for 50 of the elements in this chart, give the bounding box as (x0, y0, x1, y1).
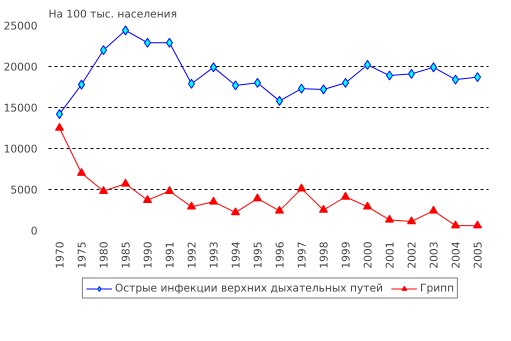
x-tick-label: 1997 (296, 241, 308, 269)
point (319, 204, 328, 213)
x-tick-label: 1998 (318, 241, 330, 269)
x-tick-label: 1985 (120, 241, 132, 269)
point (231, 207, 240, 216)
point (55, 122, 64, 131)
y-axis-title: На 100 тыс. населения (48, 8, 177, 20)
x-tick-label: 2001 (384, 241, 396, 269)
y-tick-label: 15000 (4, 102, 38, 114)
point (473, 220, 482, 228)
x-tick-label: 1991 (164, 241, 176, 269)
point (187, 202, 196, 210)
x-tick-label: 1970 (54, 241, 66, 269)
point (99, 186, 108, 194)
x-tick-label: 2004 (450, 241, 462, 269)
point (451, 220, 460, 228)
legend-label: Острые инфекции верхних дыхательных путей (114, 282, 383, 294)
point (253, 193, 262, 202)
x-tick-label: 2000 (362, 241, 374, 269)
x-tick-label: 1993 (208, 241, 220, 269)
y-tick-label: 10000 (4, 142, 38, 156)
point (165, 186, 174, 194)
x-tick-label: 1980 (98, 241, 110, 269)
x-tick-label: 1990 (142, 241, 154, 269)
x-tick-label: 1996 (274, 241, 286, 269)
point (77, 168, 86, 176)
x-tick-label: 1994 (230, 241, 242, 269)
point (122, 26, 129, 36)
point (385, 214, 394, 223)
x-tick-label: 1999 (340, 241, 352, 269)
x-tick-label: 2002 (406, 241, 418, 269)
point (143, 195, 152, 203)
point (341, 192, 350, 200)
y-tick-label: 25000 (4, 20, 38, 32)
x-tick-label: 1995 (252, 241, 264, 269)
point (429, 206, 438, 214)
x-tick-label: 1975 (76, 241, 88, 269)
point (407, 216, 416, 224)
point (297, 184, 306, 192)
y-tick-label: 0 (30, 224, 38, 238)
x-tick-label: 2003 (428, 241, 440, 269)
point (275, 206, 284, 214)
point (121, 178, 130, 187)
y-tick-label: 20000 (4, 60, 38, 74)
legend-label: Грипп (420, 282, 454, 294)
point (363, 202, 372, 210)
point (209, 196, 218, 205)
x-tick-label: 1992 (186, 241, 198, 269)
x-tick-label: 2005 (472, 241, 484, 269)
y-tick-label: 5000 (10, 184, 38, 196)
